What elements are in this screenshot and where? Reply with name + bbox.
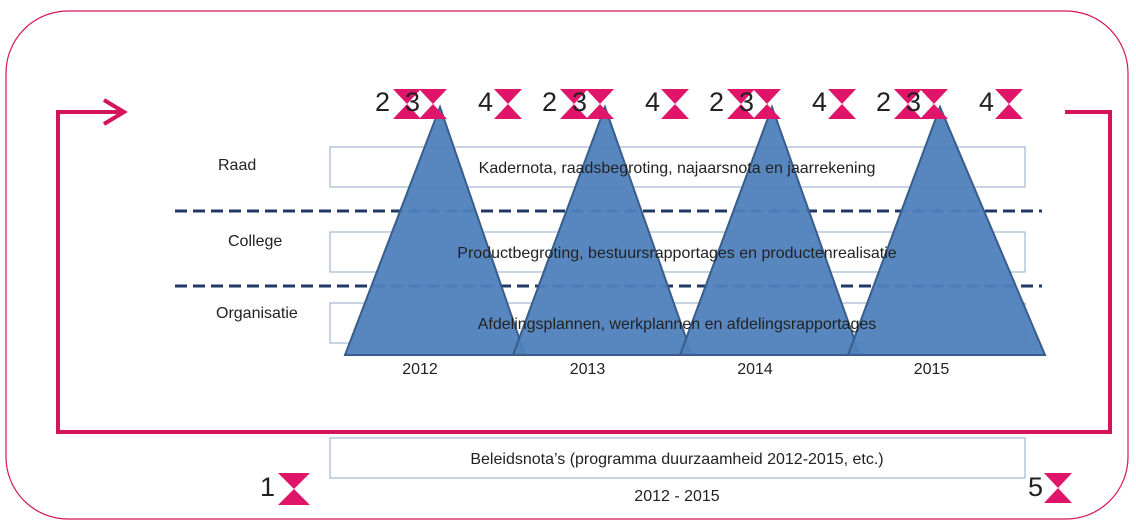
cycle-arrow xyxy=(102,98,128,126)
marker-number: 2 xyxy=(876,87,891,117)
marker-number: 4 xyxy=(645,87,660,117)
hourglass-marker xyxy=(828,89,856,119)
year-label: 2015 xyxy=(914,361,950,378)
row-label: Raad xyxy=(218,157,256,174)
marker-number: 2 xyxy=(709,87,724,117)
year-label: 2013 xyxy=(570,361,606,378)
year-label: 2012 xyxy=(402,361,438,378)
hourglass-marker xyxy=(920,89,948,119)
row-text: Kadernota, raadsbegroting, najaarsnota e… xyxy=(479,160,876,177)
hourglass-marker xyxy=(753,89,781,119)
row-text: Afdelingsplannen, werkplannen en afdelin… xyxy=(478,316,877,333)
bottom-text: Beleidsnota’s (programma duurzaamheid 20… xyxy=(470,451,883,468)
year-triangle xyxy=(343,104,527,356)
cycle-line xyxy=(56,110,1112,434)
marker-number: 3 xyxy=(572,87,587,117)
hourglass-marker xyxy=(894,89,922,119)
marker-number: 4 xyxy=(478,87,493,117)
frame xyxy=(5,10,1129,520)
hourglass-marker xyxy=(560,89,588,119)
marker-number: 3 xyxy=(405,87,420,117)
row-label: Organisatie xyxy=(216,305,298,322)
year-label: 2014 xyxy=(737,361,773,378)
row-label: College xyxy=(228,233,282,250)
hourglass-marker xyxy=(661,89,689,119)
marker-number: 4 xyxy=(812,87,827,117)
marker-number: 5 xyxy=(1028,472,1043,502)
hourglass-marker xyxy=(727,89,755,119)
row-text: Productbegroting, bestuursrapportages en… xyxy=(457,245,896,262)
year-triangle xyxy=(678,104,862,356)
marker-number: 2 xyxy=(375,87,390,117)
marker-number: 3 xyxy=(739,87,754,117)
hourglass-marker xyxy=(1044,473,1072,503)
marker-number: 1 xyxy=(260,472,275,502)
hourglass-marker xyxy=(278,473,310,505)
bottom-box xyxy=(329,437,1026,479)
bottom-period: 2012 - 2015 xyxy=(634,488,720,505)
year-triangle xyxy=(846,104,1047,356)
hourglass-marker xyxy=(393,89,421,119)
hourglass-marker xyxy=(995,89,1023,119)
hourglass-marker xyxy=(586,89,614,119)
marker-number: 2 xyxy=(542,87,557,117)
marker-number: 3 xyxy=(906,87,921,117)
hourglass-marker xyxy=(419,89,447,119)
marker-number: 4 xyxy=(979,87,994,117)
year-triangle xyxy=(511,104,694,356)
hourglass-marker xyxy=(494,89,522,119)
